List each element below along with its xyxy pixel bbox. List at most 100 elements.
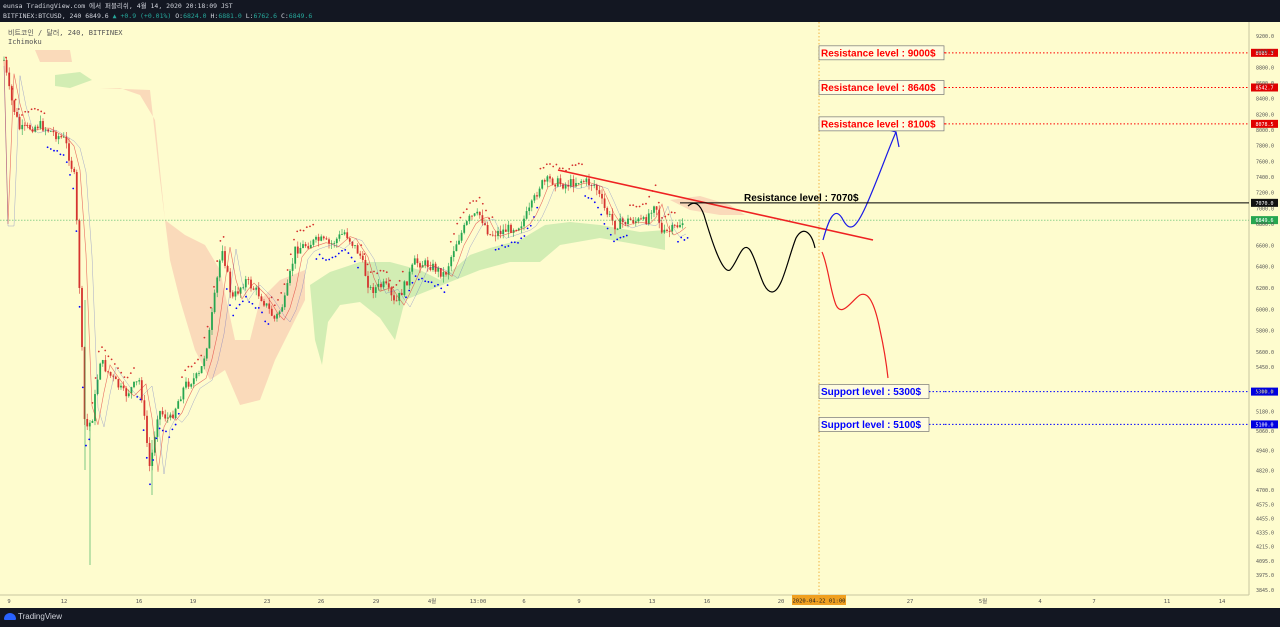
price-axis[interactable]	[1249, 22, 1280, 595]
candle-up	[91, 420, 94, 423]
candle-up	[312, 239, 315, 245]
candle-up	[627, 218, 629, 225]
candle-down	[122, 385, 125, 389]
sar-dot	[158, 427, 161, 430]
level-price-value: 5100.0	[1255, 422, 1273, 428]
candle-up	[473, 213, 476, 216]
candle-up	[411, 264, 414, 272]
candle-up	[299, 248, 302, 254]
candle-down	[16, 111, 18, 117]
y-tick-label: 5300.0	[1256, 390, 1274, 396]
sar-dot	[443, 291, 446, 294]
projection-path-bearish[interactable]	[821, 251, 889, 379]
candle-down	[164, 414, 167, 419]
candle-up	[195, 373, 198, 379]
sar-dot	[549, 163, 551, 165]
candle-down	[257, 287, 260, 297]
candle-down	[673, 224, 676, 226]
candle-up	[517, 228, 520, 231]
candle-down	[655, 206, 658, 210]
sar-dot	[110, 358, 113, 361]
time-axis[interactable]	[0, 595, 1280, 608]
candle-down	[356, 245, 359, 254]
level-resistance[interactable]: Resistance level : 8640$ 8542.7	[818, 80, 1278, 95]
candle-up	[213, 292, 216, 313]
tradingview-logo[interactable]: TradingView	[4, 612, 62, 622]
candle-up	[211, 312, 213, 330]
sar-dot	[683, 239, 686, 241]
sar-dot	[30, 108, 33, 111]
sar-dot	[677, 240, 679, 243]
candle-down	[445, 272, 447, 275]
sar-dot	[667, 213, 670, 216]
sar-dot	[264, 320, 267, 323]
level-resistance[interactable]: Resistance level : 8100$ 8078.5	[818, 116, 1278, 132]
sar-dot	[43, 112, 46, 115]
sar-dot	[65, 161, 68, 164]
sar-dot	[11, 87, 14, 90]
sar-dot	[363, 253, 366, 255]
candle-up	[476, 211, 479, 214]
header-bar: eunsa TradingView.com 에서 퍼블리쉬, 4월 14, 20…	[0, 0, 1280, 22]
candle-up	[398, 292, 401, 301]
sar-dot	[17, 108, 20, 110]
candle-up	[94, 394, 96, 421]
descending-trendline[interactable]	[557, 169, 874, 241]
candle-down	[143, 400, 146, 416]
sar-dot	[619, 236, 622, 239]
sar-dot	[376, 272, 379, 275]
y-tick-labels: 9200.0 9000.0 8800.0 8600.0 8400.0 8200.0 8000…	[1256, 34, 1274, 594]
sar-dot	[686, 236, 689, 239]
x-tick-label: 7	[1092, 599, 1095, 605]
candle-up	[432, 263, 434, 270]
sar-dot	[568, 168, 571, 170]
sar-dot	[241, 300, 244, 303]
candle-up	[177, 401, 180, 409]
price-chart[interactable]: 비트코인 / 달러, 240, BITFINEX Ichimoku 6849.6…	[0, 22, 1280, 608]
sar-dot	[46, 146, 49, 149]
y-tick-label: 8200.0	[1256, 112, 1274, 118]
sar-dot	[446, 284, 449, 287]
candle-up	[681, 223, 684, 226]
y-tick-label: 6800.0	[1256, 222, 1274, 228]
candle-down	[351, 241, 354, 246]
sar-dot	[318, 253, 321, 256]
candle-up	[179, 399, 182, 402]
level-pivot[interactable]: Resistance level : 7070$ 7070.0	[680, 193, 1278, 207]
sar-dot	[328, 258, 331, 261]
sar-dot	[81, 386, 84, 389]
sar-dot	[437, 283, 439, 286]
candle-down	[322, 236, 325, 239]
sar-dot	[56, 149, 59, 152]
sar-dot	[501, 244, 503, 247]
candle-up	[242, 287, 245, 289]
projection-path-sideways[interactable]	[687, 202, 816, 293]
tradingview-cloud-icon	[4, 613, 16, 621]
up-arrow-icon: ▲	[112, 12, 117, 20]
sar-dot	[389, 279, 391, 282]
candle-up	[382, 281, 385, 288]
x-tick-label: 5월	[979, 597, 987, 605]
level-price-value: 8985.3	[1255, 51, 1273, 57]
y-tick-label: 5180.0	[1256, 409, 1274, 415]
level-resistance[interactable]: Resistance level : 9000$ 8985.3	[818, 45, 1278, 61]
candle-down	[42, 121, 44, 131]
candle-up	[546, 176, 549, 182]
y-tick-label: 4215.0	[1256, 545, 1274, 551]
sar-dot	[424, 280, 427, 283]
x-tick-label: 20	[778, 599, 785, 605]
sar-dot	[225, 288, 228, 290]
sar-dot	[139, 398, 142, 401]
candle-down	[268, 303, 271, 309]
sar-dot	[315, 258, 318, 260]
cloud-bearish	[670, 196, 745, 215]
level-support[interactable]: Support level : 5300$ 5300.0	[818, 384, 1278, 399]
candle-up	[374, 287, 377, 293]
level-support[interactable]: Support level : 5100$ 5100.0	[818, 417, 1278, 432]
candle-up	[315, 236, 317, 240]
projection-path-bullish[interactable]	[822, 131, 897, 241]
level-price-value: 7070.0	[1255, 201, 1273, 207]
sar-dot	[587, 196, 590, 199]
candle-up	[96, 379, 99, 395]
candle-up	[637, 218, 640, 222]
